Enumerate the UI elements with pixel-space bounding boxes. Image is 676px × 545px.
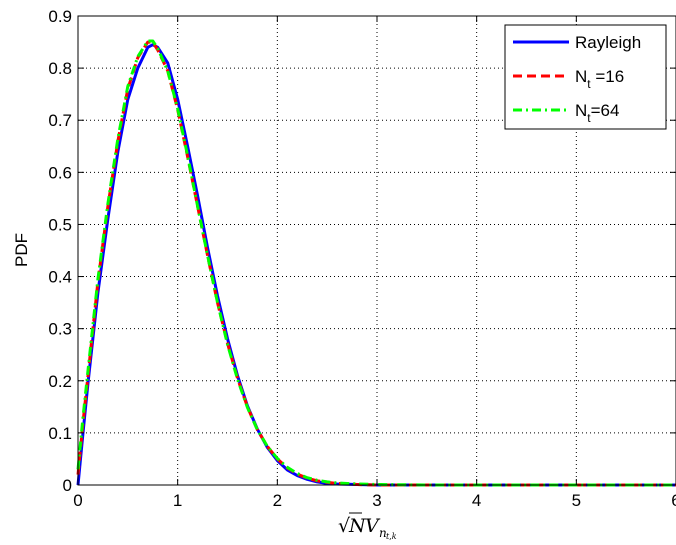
data-series xyxy=(76,39,676,487)
x-tick-label: 5 xyxy=(572,491,581,510)
y-tick-label: 0.4 xyxy=(48,268,72,287)
x-label-subscript: n xyxy=(379,526,387,540)
x-tick-label: 2 xyxy=(273,491,282,510)
y-tick-label: 0.7 xyxy=(48,111,72,130)
x-tick-label: 4 xyxy=(472,491,481,510)
axis-ticks: 0 1 2 3 4 5 6 0 0.1 0.2 0.3 0.4 0.5 0.6 0.7 0.8 0.9 xyxy=(48,7,676,510)
y-tick-label: 0.6 xyxy=(48,163,72,182)
y-tick-label: 0.5 xyxy=(48,215,72,234)
x-tick-label: 0 xyxy=(73,491,82,510)
x-tick-label: 6 xyxy=(671,491,676,510)
y-tick-label: 0.3 xyxy=(48,320,72,339)
y-axis-label: PDF xyxy=(12,233,31,267)
y-tick-label: 0.2 xyxy=(48,372,72,391)
y-tick-label: 0.1 xyxy=(48,424,72,443)
y-tick-label: 0.9 xyxy=(48,7,72,26)
legend-label-0: Rayleigh xyxy=(575,33,641,52)
x-label-v: V xyxy=(365,515,381,537)
y-tick-label: 0 xyxy=(63,476,72,495)
x-tick-label: 1 xyxy=(173,491,182,510)
x-tick-label: 3 xyxy=(372,491,381,510)
series-line-2 xyxy=(76,39,676,487)
x-axis-label: √ N V n t,k xyxy=(338,512,397,541)
y-tick-label: 0.8 xyxy=(48,59,72,78)
x-label-subsubscript: t,k xyxy=(386,532,397,541)
x-label-radical: √ xyxy=(338,515,351,537)
x-label-n: N xyxy=(348,515,367,537)
